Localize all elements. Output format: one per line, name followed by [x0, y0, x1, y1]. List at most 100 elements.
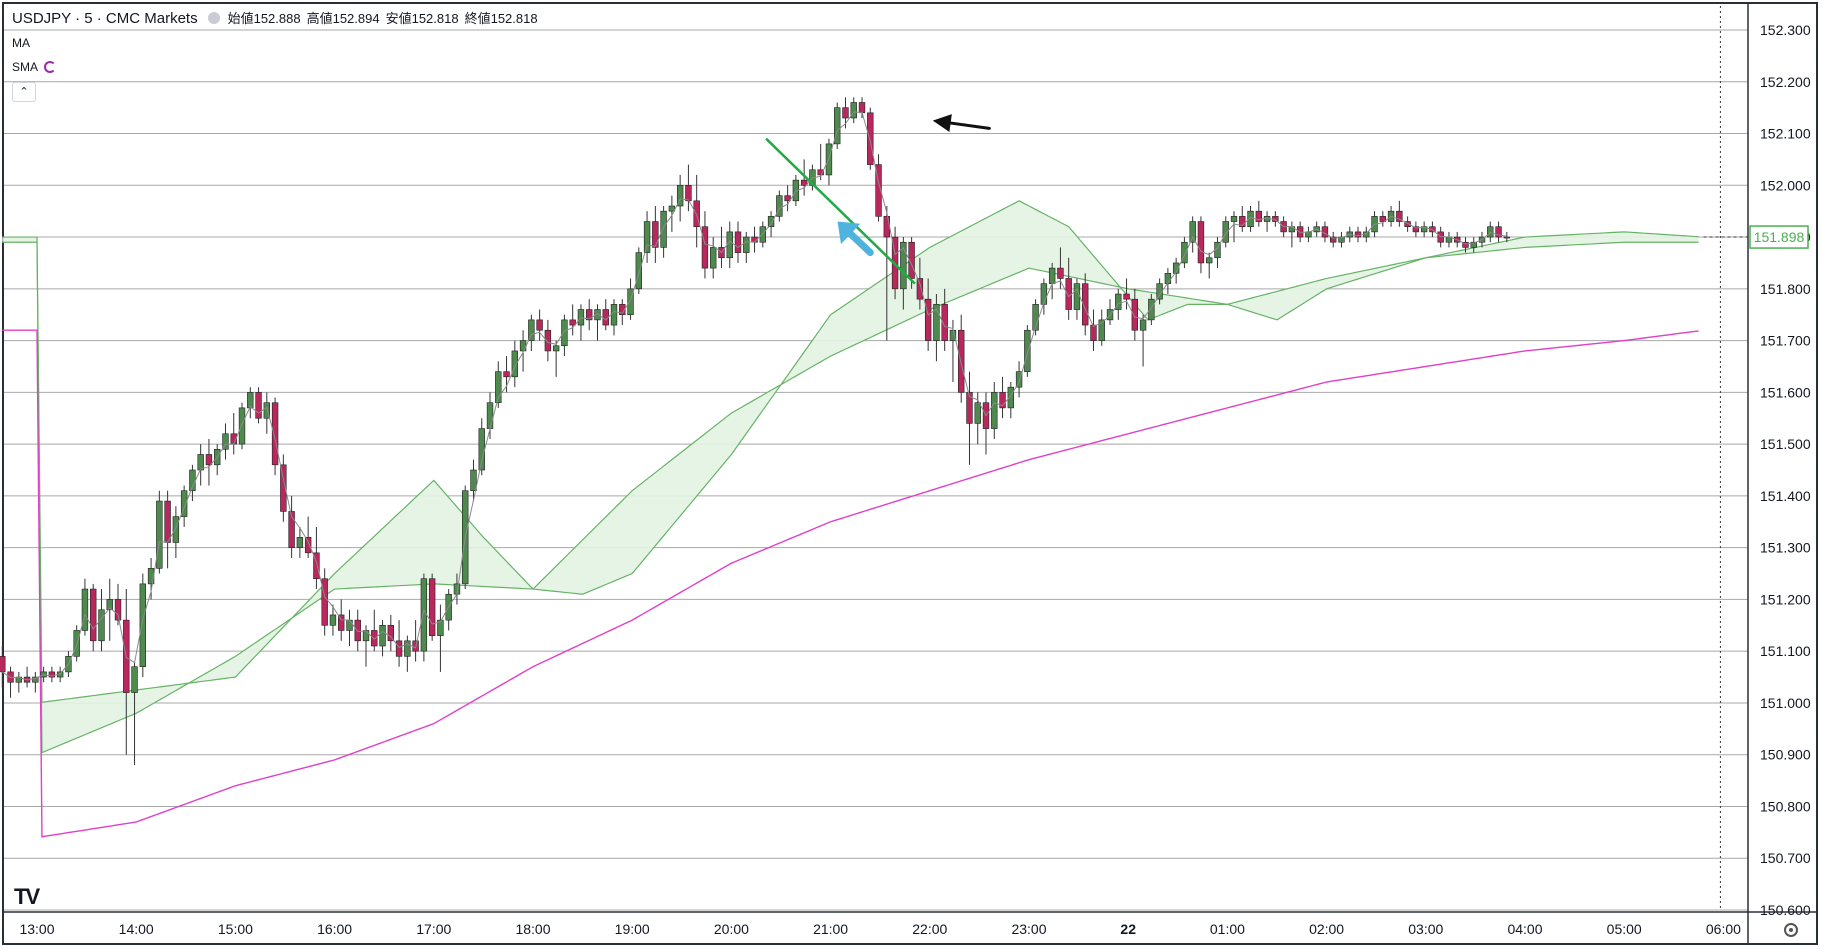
- x-tick-label: 03:00: [1408, 921, 1443, 937]
- candle-down: [916, 278, 924, 300]
- candle-up: [197, 454, 204, 471]
- candle-up: [974, 402, 981, 424]
- candle-down: [395, 640, 403, 657]
- x-tick-label: 01:00: [1210, 921, 1245, 937]
- candle-up: [98, 609, 105, 642]
- candle-up: [627, 288, 634, 316]
- x-tick-label: 14:00: [119, 921, 154, 937]
- indicator-sma[interactable]: SMA: [12, 60, 57, 74]
- candle-down: [255, 392, 262, 419]
- candle-down: [1131, 298, 1139, 331]
- candle-up: [660, 210, 667, 248]
- candle-down: [0, 656, 6, 673]
- candle-down: [544, 329, 552, 352]
- x-tick-label: 21:00: [813, 921, 848, 937]
- collapse-legend-button[interactable]: ⌃: [12, 82, 36, 102]
- candle-down: [205, 454, 213, 466]
- symbol-title[interactable]: USDJPY · 5 · CMC Markets: [12, 10, 198, 27]
- candle-down: [313, 552, 320, 580]
- candle-down: [1330, 236, 1337, 243]
- candle-down: [371, 630, 378, 647]
- loading-icon: [44, 61, 57, 73]
- market-status-icon: [207, 12, 220, 24]
- candle-up: [528, 319, 535, 341]
- candle-up: [81, 588, 89, 631]
- candle-down: [800, 179, 808, 186]
- settings-icon[interactable]: [1784, 923, 1798, 937]
- candle-down: [1396, 210, 1403, 222]
- candle-up: [561, 319, 568, 347]
- candle-up: [1338, 236, 1345, 243]
- x-tick-label: 13:00: [19, 921, 54, 937]
- candle-up: [1007, 386, 1015, 409]
- candle-up: [1247, 210, 1254, 228]
- candle-down: [1495, 226, 1502, 238]
- candle-down: [114, 599, 122, 621]
- candle-up: [726, 231, 733, 259]
- y-tick-label: 152.200: [1760, 74, 1811, 90]
- x-tick-label: 15:00: [218, 921, 253, 937]
- indicator-ma-label[interactable]: MA: [12, 36, 30, 50]
- y-tick-label: 151.000: [1760, 695, 1811, 711]
- x-tick-label: 22:00: [912, 921, 947, 937]
- candle-up: [1503, 236, 1511, 239]
- tradingview-logo[interactable]: TV: [14, 884, 40, 909]
- candle-up: [1015, 371, 1023, 388]
- candle-down: [1462, 241, 1469, 248]
- candle-up: [106, 599, 113, 611]
- y-tick-label: 151.500: [1760, 436, 1811, 452]
- candle-up: [139, 583, 147, 668]
- candle-down: [842, 107, 849, 119]
- candle-down: [1404, 221, 1411, 228]
- y-tick-label: 152.000: [1760, 177, 1811, 193]
- blue-arrow-icon: [837, 221, 861, 245]
- candle-up: [610, 304, 618, 326]
- candle-down: [1057, 267, 1064, 279]
- candle-up: [1040, 283, 1048, 305]
- candle-up: [710, 247, 717, 269]
- candle-down: [164, 500, 171, 543]
- x-tick-label: 02:00: [1309, 921, 1344, 937]
- candle-up: [1420, 226, 1428, 233]
- y-tick-label: 151.300: [1760, 540, 1811, 556]
- candle-down: [48, 671, 56, 678]
- candle-down: [1354, 231, 1362, 238]
- candle-up: [676, 184, 684, 207]
- candle-up: [379, 624, 386, 647]
- x-tick-label: 16:00: [317, 921, 352, 937]
- candle-up: [222, 433, 229, 450]
- candle-up: [759, 226, 767, 243]
- candle-up: [635, 252, 643, 290]
- x-tick-label: 19:00: [615, 921, 650, 937]
- y-tick-label: 150.700: [1760, 850, 1811, 866]
- candle-down: [387, 624, 395, 642]
- y-tick-label: 151.200: [1760, 591, 1811, 607]
- candle-up: [519, 340, 527, 352]
- candle-down: [569, 319, 576, 326]
- x-tick-label: 17:00: [416, 921, 451, 937]
- candle-up: [1230, 216, 1238, 222]
- y-tick-label: 151.800: [1760, 281, 1811, 297]
- candle-up: [1263, 216, 1271, 222]
- candle-up: [552, 345, 560, 352]
- current-price-badge: [1749, 225, 1809, 249]
- candle-down: [1065, 278, 1072, 310]
- x-tick-label: 04:00: [1507, 921, 1542, 937]
- x-tick-label: 06:00: [1706, 921, 1741, 937]
- candle-up: [933, 304, 940, 341]
- x-tick-label: 05:00: [1607, 921, 1642, 937]
- candle-up: [495, 371, 502, 404]
- candle-down: [652, 221, 659, 248]
- candle-up: [263, 402, 271, 419]
- candle-down: [924, 298, 932, 341]
- candle-down: [1239, 216, 1246, 228]
- candle-down: [536, 319, 543, 331]
- candle-up: [1156, 283, 1163, 300]
- candle-up: [1470, 241, 1477, 248]
- candle-down: [338, 614, 345, 631]
- candle-down: [321, 578, 328, 626]
- candle-down: [90, 588, 97, 642]
- candle-up: [1172, 262, 1180, 274]
